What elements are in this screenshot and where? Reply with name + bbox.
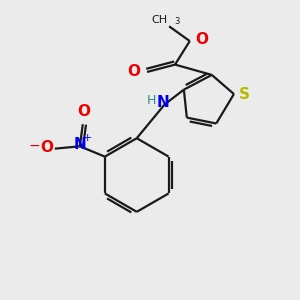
Text: H: H (146, 94, 156, 107)
Text: O: O (77, 104, 90, 119)
Text: 3: 3 (174, 17, 180, 26)
Text: S: S (239, 87, 250, 102)
Text: −: − (28, 139, 40, 153)
Text: +: + (82, 133, 92, 143)
Text: CH: CH (152, 15, 168, 25)
Text: O: O (40, 140, 53, 155)
Text: N: N (74, 137, 86, 152)
Text: O: O (128, 64, 141, 80)
Text: N: N (157, 95, 169, 110)
Text: O: O (195, 32, 208, 47)
